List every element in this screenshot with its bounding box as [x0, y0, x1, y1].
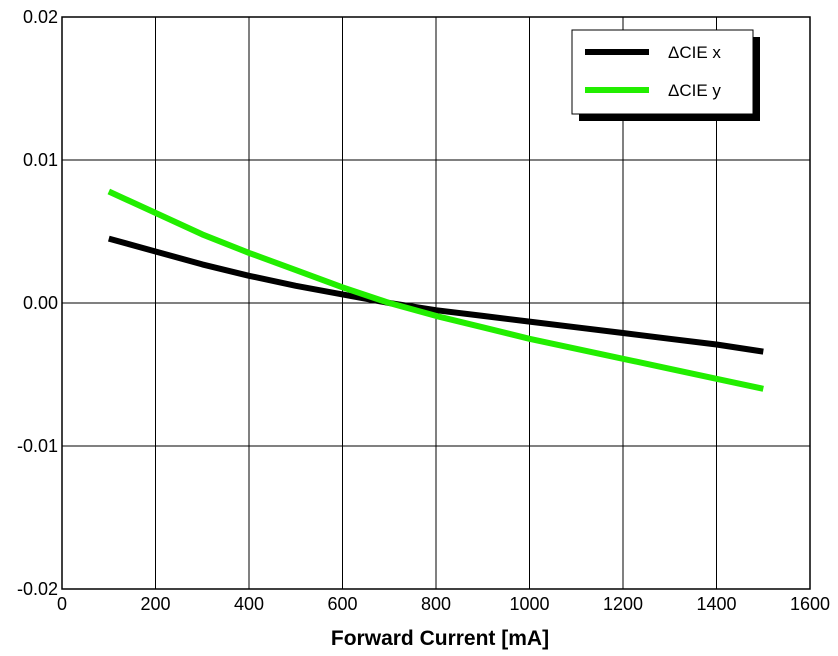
y-tick-label: 0.00: [23, 293, 58, 313]
x-tick-label: 400: [234, 594, 264, 614]
legend-box: [571, 29, 754, 115]
series-lines: [107, 188, 764, 392]
series-line-1: [107, 188, 764, 392]
y-tick-label: -0.01: [17, 436, 58, 456]
x-tick-label: 800: [421, 594, 451, 614]
series-line-0: [108, 235, 764, 355]
legend: ΔCIE x ΔCIE y: [571, 29, 760, 121]
x-tick-label: 200: [140, 594, 170, 614]
x-tick-label: 0: [57, 594, 67, 614]
x-tick-label: 1400: [696, 594, 736, 614]
plot-frame: [61, 16, 811, 590]
legend-label-0: ΔCIE x: [668, 43, 721, 62]
x-axis-title: Forward Current [mA]: [331, 627, 549, 650]
x-tick-label: 600: [327, 594, 357, 614]
y-tick-labels: -0.02 -0.01 0.00 0.01 0.02: [17, 7, 58, 599]
y-tick-label: 0.01: [23, 150, 58, 170]
x-tick-label: 1600: [790, 594, 830, 614]
y-tick-label: -0.02: [17, 579, 58, 599]
x-tick-label: 1200: [603, 594, 643, 614]
x-tick-label: 1000: [509, 594, 549, 614]
legend-label-1: ΔCIE y: [668, 81, 721, 100]
x-tick-labels: 0 200 400 600 800 1000 1200 1400 1600: [57, 594, 830, 614]
y-tick-label: 0.02: [23, 7, 58, 27]
